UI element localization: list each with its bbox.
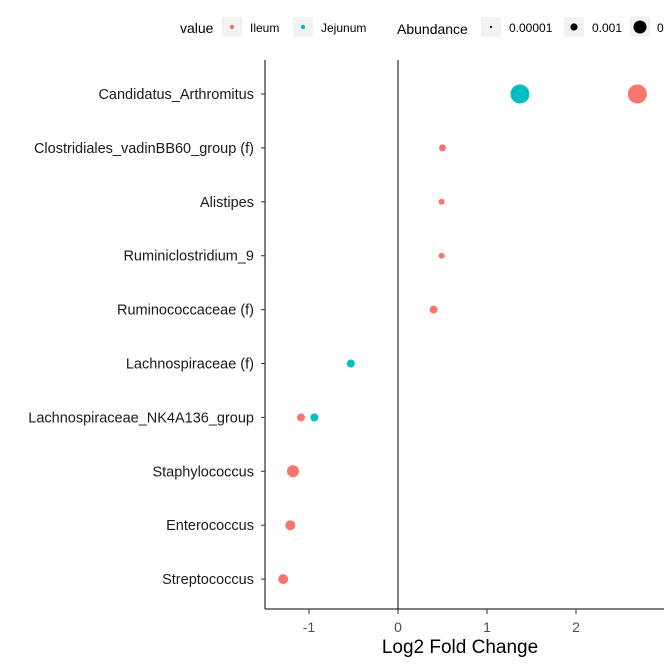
legend-size-dot-large (633, 20, 647, 34)
x-tick-label: -1 (303, 619, 316, 635)
point-ileum-enterococcus (285, 520, 296, 531)
point-ileum-streptococcus (278, 574, 289, 585)
category-label-candidatus-arthromitus: Candidatus_Arthromitus (98, 87, 254, 103)
point-ileum-staphylococcus (286, 465, 299, 478)
category-label-staphylococcus: Staphylococcus (152, 464, 254, 480)
legend-label-ileum: Ileum (250, 21, 279, 35)
category-label-clostridiales-vadinbb60-group-f: Clostridiales_vadinBB60_group (f) (34, 141, 254, 157)
point-ileum-lachnospiraceae-nk4a136-group (296, 413, 305, 422)
legend-size-dot-small (489, 25, 493, 29)
category-label-streptococcus: Streptococcus (162, 572, 254, 588)
category-label-enterococcus: Enterococcus (166, 518, 254, 534)
category-label-lachnospiraceae-nk4a136-group: Lachnospiraceae_NK4A136_group (28, 410, 254, 426)
x-axis-title: Log2 Fold Change (382, 637, 538, 658)
x-tick-label: 2 (572, 619, 580, 635)
size-legend-item-medium: 0.001 (564, 17, 622, 37)
legend-size-label-medium: 0.001 (592, 21, 622, 35)
color-legend-item-jejunum: Jejunum (293, 17, 366, 37)
point-jejunum-lachnospiraceae-nk4a136-group (310, 413, 319, 422)
x-tick-label: 0 (394, 619, 402, 635)
legend-size-label-large: 0 (657, 21, 664, 35)
legend-label-jejunum: Jejunum (321, 21, 366, 35)
point-jejunum-candidatus-arthromitus (510, 84, 530, 104)
size-legend-title: Abundance (397, 21, 468, 37)
point-ileum-ruminococcaceae-f (429, 305, 438, 314)
point-jejunum-lachnospiraceae-f (346, 359, 355, 368)
size-legend-item-small: 0.00001 (481, 17, 553, 37)
category-label-ruminococcaceae-f: Ruminococcaceae (f) (117, 303, 254, 319)
point-ileum-clostridiales-vadinbb60-group-f (439, 144, 446, 152)
point-ileum-alistipes (438, 198, 445, 205)
x-tick-label: 1 (483, 619, 491, 635)
y-category-labels: Candidatus_Arthromitus Clostridiales_vadi… (28, 87, 265, 588)
size-legend-item-large: 0 (630, 17, 664, 37)
category-label-lachnospiraceae-f: Lachnospiraceae (f) (126, 357, 254, 373)
legend-swatch-jejunum (300, 24, 306, 30)
data-points (278, 84, 647, 585)
category-label-ruminiclostridium-9: Ruminiclostridium_9 (123, 249, 254, 265)
legend-size-dot-medium (570, 23, 578, 31)
color-legend-title: value (180, 20, 214, 36)
legend: value Ileum Jejunum Abundance 0.00001 0.… (180, 17, 664, 37)
point-ileum-ruminiclostridium-9 (438, 252, 445, 259)
category-label-alistipes: Alistipes (200, 195, 254, 211)
legend-swatch-ileum (229, 24, 235, 30)
color-legend-item-ileum: Ileum (222, 17, 279, 37)
point-ileum-candidatus-arthromitus (627, 84, 647, 104)
x-ticks: -1 0 1 2 (303, 609, 580, 635)
legend-size-label-small: 0.00001 (509, 21, 553, 35)
